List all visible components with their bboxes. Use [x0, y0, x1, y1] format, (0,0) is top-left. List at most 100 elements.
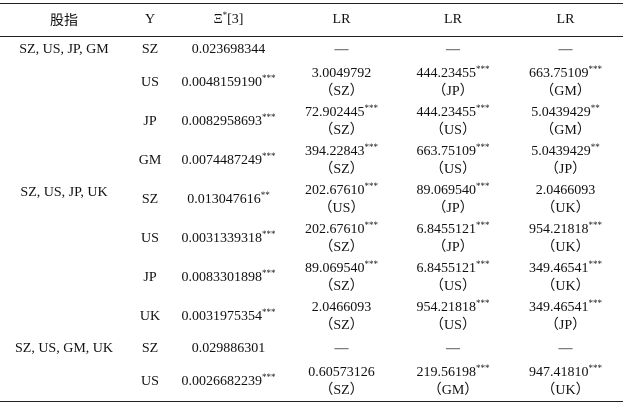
- significance: ***: [476, 180, 490, 191]
- table-body: SZ, US, JP, GM SZ 0.023698344 — — — US 0.004815…: [0, 37, 623, 402]
- significance: ***: [588, 63, 603, 74]
- significance: ***: [364, 141, 379, 152]
- lr-cell: 5.0439429** （JP）: [508, 141, 623, 180]
- cell-ref: （JP）: [432, 83, 474, 99]
- group-label: SZ, US, GM, UK: [14, 341, 113, 356]
- cell-ref: （GM）: [540, 122, 591, 138]
- lr-cell: —: [508, 336, 623, 362]
- y-cell: US: [141, 74, 159, 90]
- significance: ***: [476, 297, 490, 308]
- y-cell: SZ: [141, 42, 159, 57]
- cell-value: 444.23455: [416, 65, 477, 81]
- lr-cell: 5.0439429** （GM）: [508, 102, 623, 141]
- lr-cell: 0.60573126 （SZ）: [285, 362, 398, 402]
- cell-ref: （GM）: [540, 83, 591, 99]
- significance: **: [590, 141, 600, 152]
- cell-value: 947.41810: [529, 364, 589, 380]
- cell-value: 0.0083301898: [181, 269, 263, 285]
- cell-value: —: [558, 341, 573, 356]
- lr-cell: 3.0049792 （SZ）: [285, 63, 398, 102]
- group-label: SZ, US, JP, UK: [20, 185, 108, 200]
- cell-ref: （US）: [430, 317, 476, 333]
- cell-value: —: [334, 341, 349, 356]
- cell-value: 219.56198: [416, 364, 477, 380]
- cell-value: 0.0031975354: [181, 308, 263, 324]
- cell-value: 394.22843: [305, 143, 365, 159]
- y-cell: SZ: [141, 191, 159, 207]
- cell-value: —: [446, 42, 460, 57]
- cell-value: —: [558, 42, 573, 57]
- table-row: SZ, US, JP, GM SZ 0.023698344 — — —: [0, 37, 623, 64]
- cell-value: 89.069540: [305, 260, 365, 276]
- table-row: US 0.0048159190*** 3.0049792 （SZ） 444.23455*…: [0, 63, 623, 102]
- lr-cell: 202.67610*** （SZ）: [285, 219, 398, 258]
- header-cell: 股指: [50, 14, 78, 29]
- xi-cell: 0.0048159190***: [172, 63, 285, 102]
- table-row: JP 0.0083301898*** 89.069540*** （SZ） 6.84551…: [0, 258, 623, 297]
- cell-value: 202.67610: [305, 182, 365, 198]
- cell-ref: （JP）: [544, 161, 587, 177]
- cell-ref: （SZ）: [319, 83, 364, 99]
- header-cell: Y: [144, 12, 156, 27]
- lr-cell: 219.56198*** （GM）: [398, 362, 508, 402]
- xi-cell: 0.0031975354***: [172, 297, 285, 336]
- y-cell: JP: [143, 113, 157, 129]
- cell-value: 6.8455121: [416, 221, 477, 237]
- header-ref: [3]: [227, 12, 244, 27]
- significance: ***: [262, 150, 276, 161]
- y-cell: GM: [138, 152, 162, 168]
- header-cell: Ξ*[3]: [172, 4, 285, 37]
- lr-cell: 663.75109*** （US）: [398, 141, 508, 180]
- cell-value: —: [334, 42, 349, 57]
- lr-cell: 954.21818*** （US）: [398, 297, 508, 336]
- significance: ***: [588, 219, 603, 230]
- header-text: Ξ: [213, 12, 223, 27]
- cell-value: 3.0049792: [311, 65, 372, 81]
- significance: **: [260, 189, 270, 200]
- y-cell: SZ: [141, 341, 159, 356]
- xi-cell: 0.029886301: [172, 336, 285, 362]
- cell-value: 0.0031339318: [181, 230, 263, 246]
- significance: ***: [476, 102, 490, 113]
- cell-ref: （US）: [430, 122, 476, 138]
- cell-value: 6.8455121: [416, 260, 477, 276]
- cell-value: —: [446, 341, 460, 356]
- lr-cell: 2.0466093 （SZ）: [285, 297, 398, 336]
- cell-ref: （US）: [430, 278, 476, 294]
- significance: **: [590, 102, 600, 113]
- cell-value: 0.023698344: [191, 42, 266, 57]
- lr-cell: 349.46541*** （JP）: [508, 297, 623, 336]
- lr-cell: 444.23455*** （US）: [398, 102, 508, 141]
- table-row: SZ, US, JP, UK SZ 0.013047616** 202.67610**…: [0, 180, 623, 219]
- significance: ***: [476, 219, 490, 230]
- y-cell: UK: [139, 308, 161, 324]
- header-sup: *: [222, 10, 228, 20]
- cell-value: 0.60573126: [308, 364, 375, 380]
- header-cell: LR: [444, 12, 462, 27]
- cell-ref: （JP）: [432, 200, 474, 216]
- significance: ***: [262, 72, 276, 83]
- significance: ***: [364, 102, 379, 113]
- table-row: GM 0.0074487249*** 394.22843*** （SZ） 663.751…: [0, 141, 623, 180]
- lr-cell: 72.902445*** （SZ）: [285, 102, 398, 141]
- cell-ref: （SZ）: [319, 317, 364, 333]
- cell-value: 2.0466093: [535, 182, 596, 198]
- cell-value: 663.75109: [529, 65, 589, 81]
- significance: ***: [476, 63, 490, 74]
- xi-cell: 0.0031339318***: [172, 219, 285, 258]
- cell-value: 2.0466093: [311, 299, 372, 315]
- significance: ***: [588, 258, 603, 269]
- lr-cell: 6.8455121*** （US）: [398, 258, 508, 297]
- lr-cell: —: [398, 37, 508, 64]
- significance: ***: [364, 180, 379, 191]
- cell-value: 663.75109: [416, 143, 477, 159]
- cell-value: 0.0082958693: [181, 113, 263, 129]
- significance: ***: [262, 111, 276, 122]
- cell-value: 0.013047616: [187, 191, 261, 207]
- cell-ref: （US）: [318, 200, 365, 216]
- lr-cell: 349.46541*** （UK）: [508, 258, 623, 297]
- significance: ***: [262, 371, 276, 382]
- cell-ref: （US）: [430, 161, 476, 177]
- lr-cell: 954.21818*** （UK）: [508, 219, 623, 258]
